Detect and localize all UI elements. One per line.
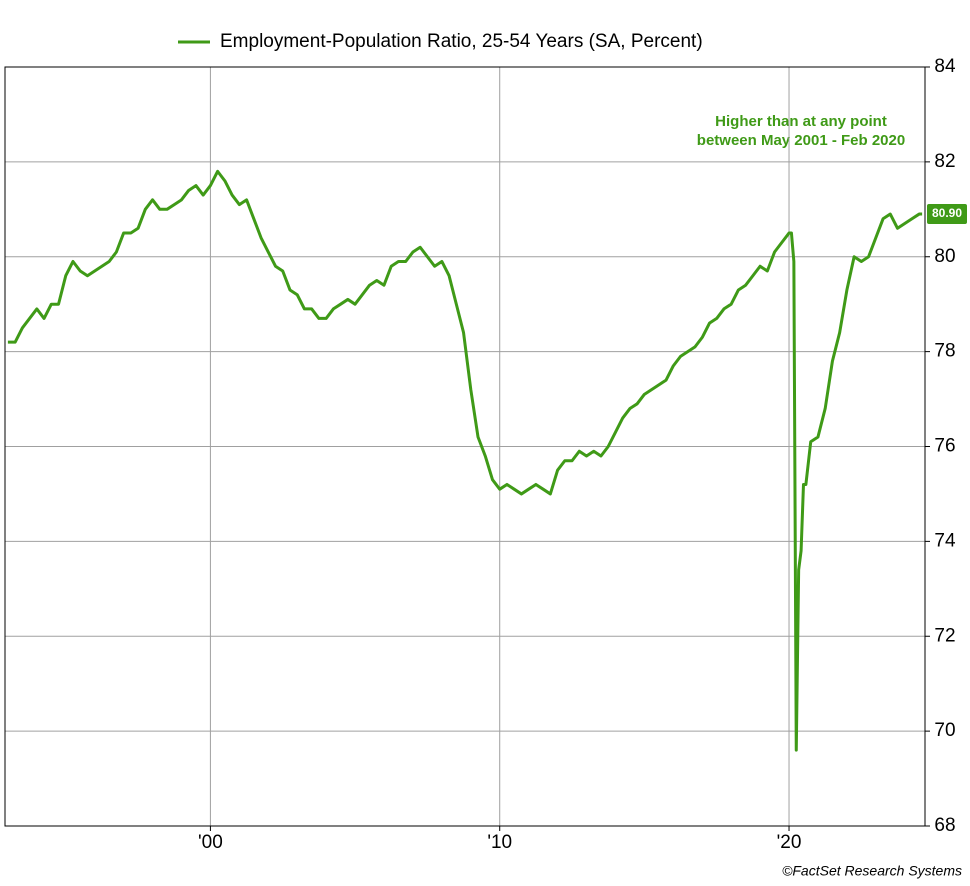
- last-value-label: 80.90: [932, 206, 962, 220]
- plot-frame: [4, 66, 926, 827]
- y-tick-label: 82: [934, 151, 955, 172]
- y-tick-label: 84: [934, 56, 956, 77]
- x-tick-label: '20: [777, 832, 802, 853]
- y-tick-label: 76: [934, 436, 955, 457]
- y-tick-label: 78: [934, 341, 955, 362]
- x-tick-label: '00: [198, 832, 223, 853]
- annotation: between May 2001 - Feb 2020: [697, 132, 905, 149]
- last-value-box: [927, 204, 967, 225]
- annotation: Higher than at any point: [715, 113, 887, 130]
- y-tick-label: 72: [934, 625, 955, 646]
- x-tick-label: '10: [487, 832, 512, 853]
- y-tick-label: 70: [934, 720, 955, 741]
- data-line: [7, 169, 923, 752]
- y-tick-label: 74: [934, 530, 956, 551]
- y-tick-label: 80: [934, 246, 955, 267]
- y-tick-label: 68: [934, 815, 955, 836]
- credit: ©FactSet Research Systems: [782, 863, 962, 879]
- legend-label: Employment-Population Ratio, 25-54 Years…: [220, 31, 703, 52]
- last-value-tag: 80.90: [927, 204, 967, 225]
